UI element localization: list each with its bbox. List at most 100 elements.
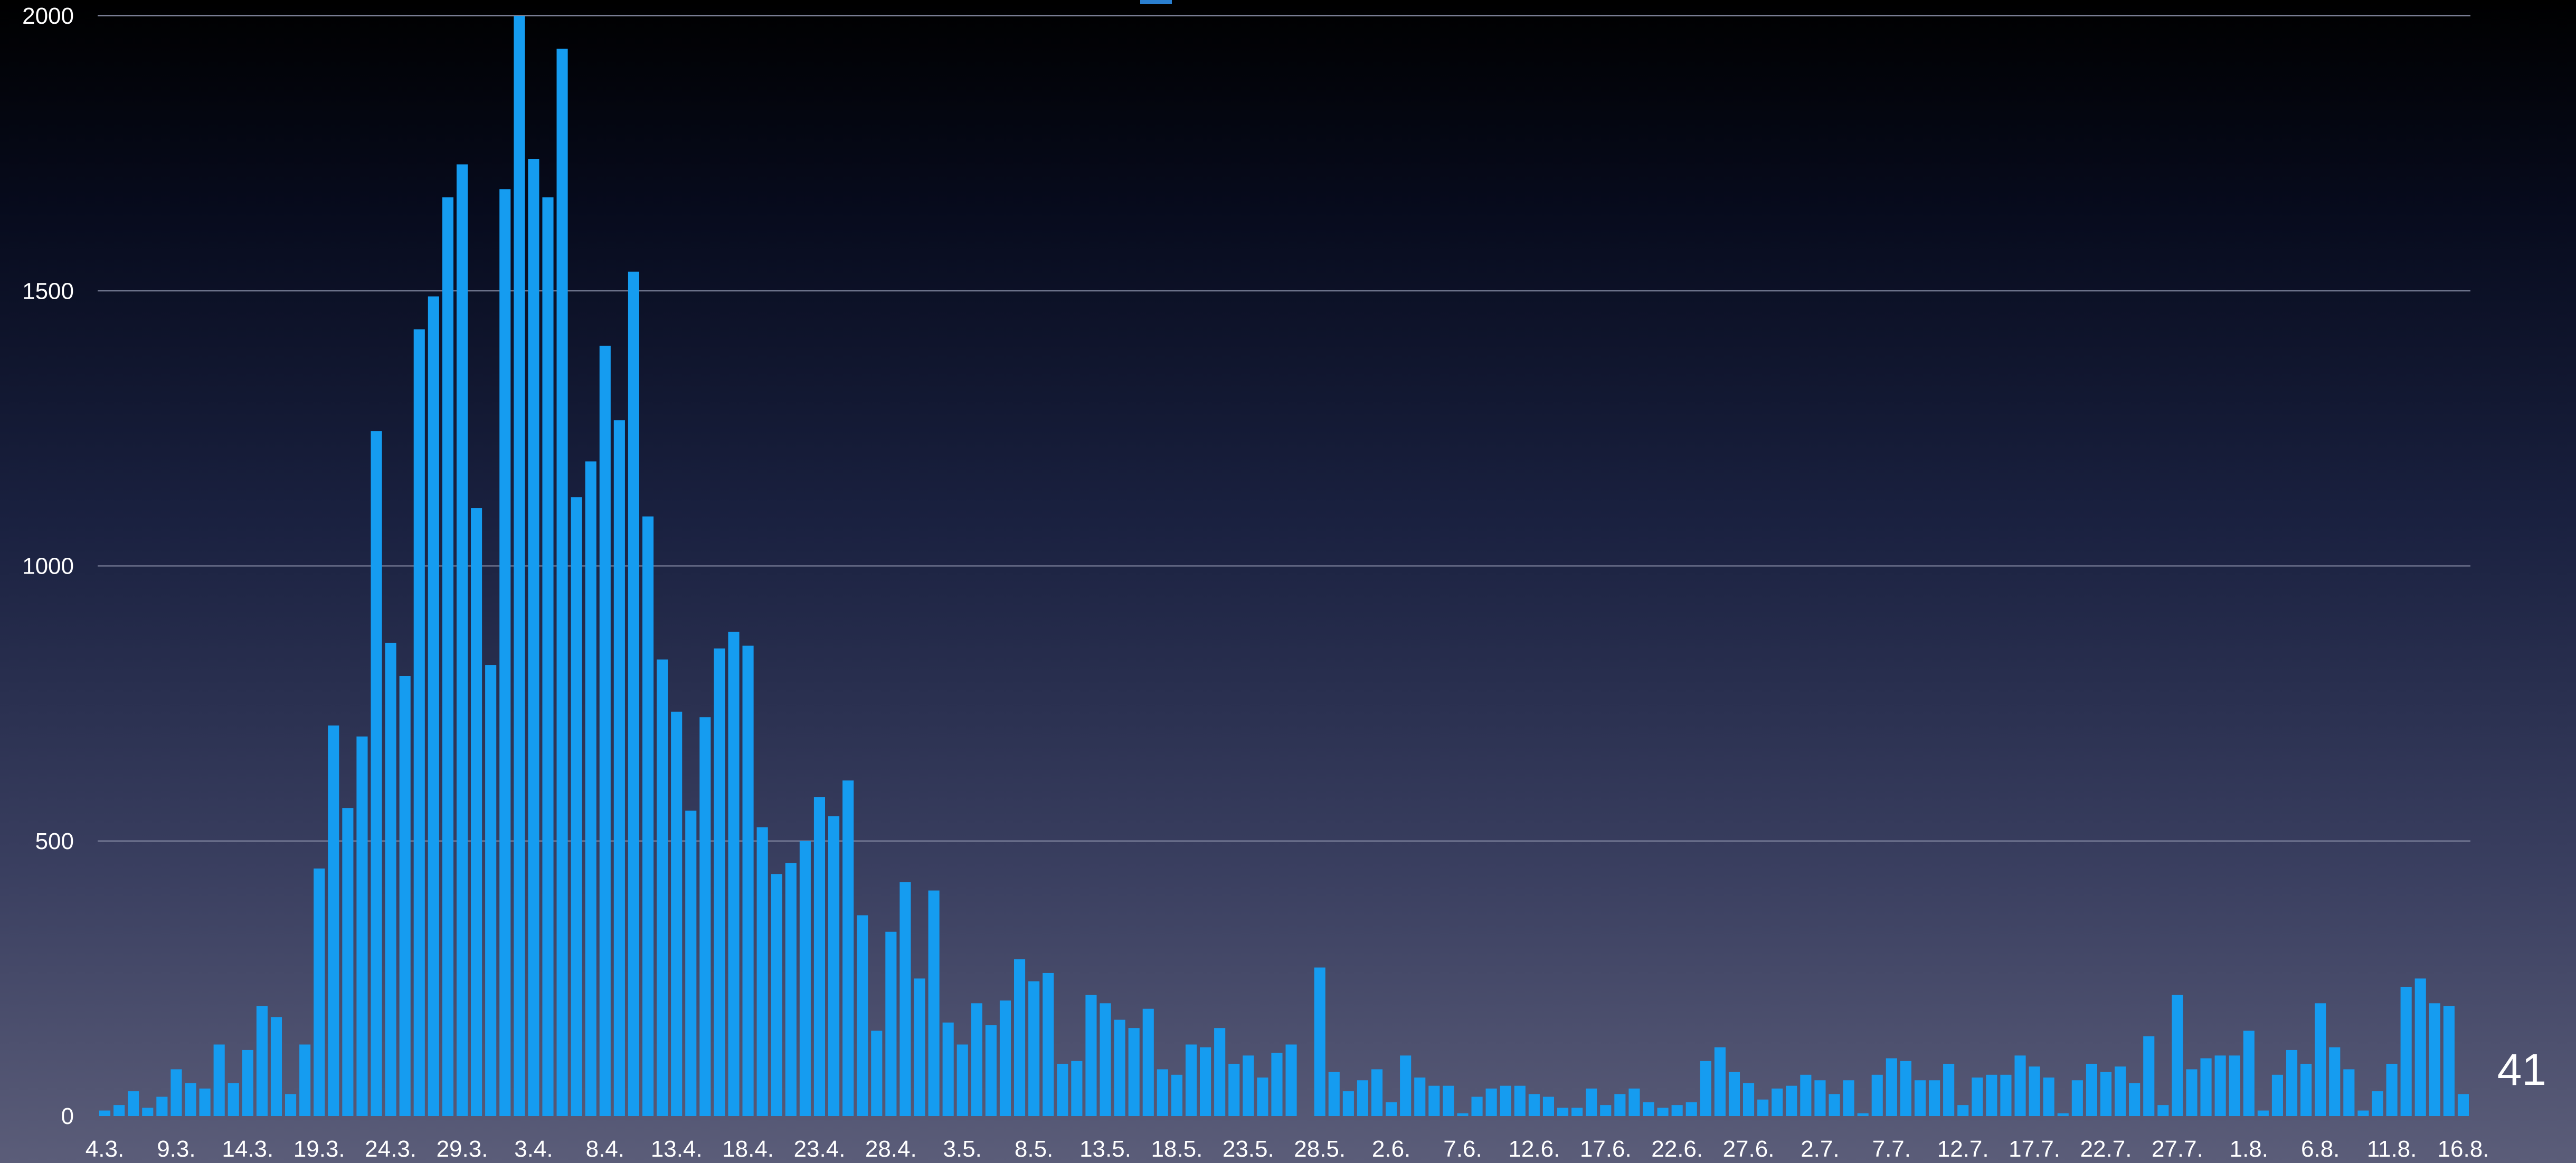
bar xyxy=(1257,1078,1268,1116)
x-tick-label: 18.4. xyxy=(722,1136,774,1162)
bar xyxy=(1471,1097,1483,1116)
bar xyxy=(2357,1110,2369,1116)
x-tick-label: 28.4. xyxy=(865,1136,917,1162)
bar xyxy=(2200,1058,2212,1116)
bar xyxy=(1886,1058,1897,1116)
bar xyxy=(2386,1063,2398,1116)
bar xyxy=(1586,1088,1597,1117)
x-tick-label: 29.3. xyxy=(437,1136,488,1162)
bar xyxy=(2043,1078,2054,1116)
bar xyxy=(2057,1113,2069,1116)
bar xyxy=(285,1094,297,1116)
bar xyxy=(385,643,396,1116)
bar xyxy=(1271,1053,1283,1116)
bar xyxy=(2229,1055,2240,1116)
bar xyxy=(1243,1055,1254,1116)
bar xyxy=(99,1110,111,1116)
x-tick-label: 23.4. xyxy=(794,1136,846,1162)
y-tick-label: 2000 xyxy=(22,3,74,29)
bar xyxy=(2115,1066,2126,1116)
bar xyxy=(999,1000,1011,1116)
legend-swatch xyxy=(1140,0,1172,4)
bar xyxy=(1600,1105,1612,1116)
bar xyxy=(299,1044,311,1116)
x-tick-label: 2.7. xyxy=(1801,1136,1839,1162)
y-axis-labels: 0 500 1000 1500 2000 xyxy=(22,3,74,1129)
bar xyxy=(1157,1069,1168,1116)
bar xyxy=(756,827,768,1116)
bar xyxy=(2315,1003,2326,1116)
x-tick-label: 3.4. xyxy=(514,1136,553,1162)
x-tick-label: 12.6. xyxy=(1508,1136,1560,1162)
bar xyxy=(1685,1102,1697,1116)
bar xyxy=(328,725,339,1116)
x-tick-label: 4.3. xyxy=(86,1136,124,1162)
bar xyxy=(613,420,625,1116)
bar xyxy=(1014,959,1026,1116)
bar xyxy=(1800,1074,1812,1116)
bar xyxy=(1900,1061,1911,1116)
bar xyxy=(1028,981,1040,1116)
bar xyxy=(2071,1080,2083,1116)
bar xyxy=(413,329,425,1116)
bar xyxy=(113,1105,125,1116)
x-tick-label: 6.8. xyxy=(2301,1136,2340,1162)
bar xyxy=(1214,1028,1226,1116)
bar xyxy=(2086,1063,2097,1116)
bar xyxy=(2329,1047,2341,1116)
x-tick-label: 24.3. xyxy=(365,1136,416,1162)
bar xyxy=(685,811,697,1116)
bar xyxy=(1557,1108,1569,1116)
bar xyxy=(314,868,325,1117)
bar xyxy=(842,780,854,1116)
bar xyxy=(199,1088,211,1117)
bar xyxy=(699,717,711,1116)
bar xyxy=(1700,1061,1711,1116)
x-tick-label: 11.8. xyxy=(2367,1136,2417,1162)
bar xyxy=(1328,1072,1340,1116)
bar xyxy=(2286,1050,2298,1116)
bar xyxy=(456,164,468,1117)
bar xyxy=(1657,1108,1669,1116)
bar xyxy=(156,1097,168,1116)
bar xyxy=(242,1050,253,1116)
bar xyxy=(1414,1078,1426,1116)
bar xyxy=(1085,995,1097,1116)
bar xyxy=(2343,1069,2355,1116)
bar xyxy=(2172,995,2183,1116)
bar xyxy=(1671,1105,1683,1116)
bar xyxy=(828,816,840,1116)
x-tick-label: 1.8. xyxy=(2230,1136,2268,1162)
bar xyxy=(1142,1008,1154,1116)
bar xyxy=(1071,1061,1083,1116)
bar xyxy=(2400,987,2412,1116)
bar xyxy=(171,1069,182,1116)
x-tick-label: 8.5. xyxy=(1015,1136,1053,1162)
bar xyxy=(542,197,554,1116)
bar xyxy=(556,49,568,1116)
bar xyxy=(485,665,497,1116)
x-tick-label: 12.7. xyxy=(1937,1136,1989,1162)
bar xyxy=(1643,1102,1654,1116)
bar xyxy=(871,1031,883,1116)
bar xyxy=(857,915,868,1116)
y-tick-label: 0 xyxy=(61,1103,74,1129)
bar xyxy=(1128,1028,1140,1116)
bar xyxy=(2243,1031,2255,1116)
bar xyxy=(1342,1091,1354,1116)
x-tick-label: 17.6. xyxy=(1580,1136,1632,1162)
x-tick-label: 22.7. xyxy=(2080,1136,2132,1162)
gridlines xyxy=(98,15,2470,842)
bar xyxy=(1314,967,1325,1116)
bars xyxy=(99,16,2469,1117)
bar xyxy=(1614,1094,1626,1116)
bar xyxy=(985,1025,997,1116)
bar xyxy=(1057,1063,1068,1116)
bar xyxy=(1728,1072,1740,1116)
bar xyxy=(1443,1085,1454,1116)
bar xyxy=(799,841,811,1116)
bar xyxy=(928,890,940,1116)
bar xyxy=(471,508,482,1116)
bar xyxy=(899,882,911,1116)
x-tick-label: 14.3. xyxy=(222,1136,273,1162)
